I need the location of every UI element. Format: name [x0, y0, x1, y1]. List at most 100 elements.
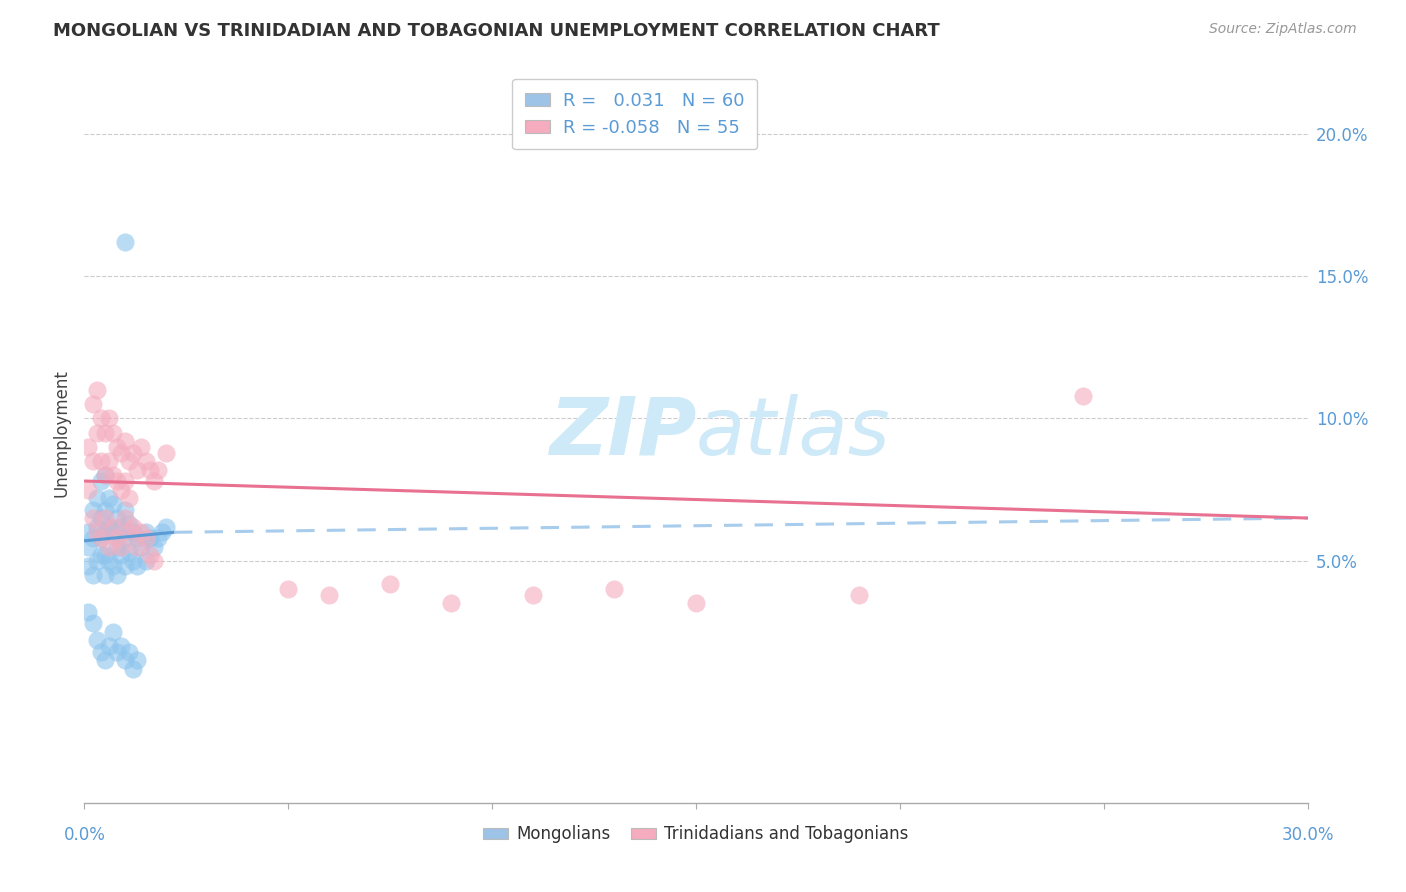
Point — [93, 425, 115, 440]
Point — [131, 525, 153, 540]
Point — [146, 531, 169, 545]
Point — [122, 519, 145, 533]
Point — [86, 525, 108, 540]
Point — [122, 525, 145, 540]
Point — [114, 434, 136, 449]
Point — [93, 568, 115, 582]
Point — [522, 588, 544, 602]
Point — [848, 588, 870, 602]
Point — [114, 559, 136, 574]
Text: ZIP: ZIP — [548, 393, 696, 472]
Point — [86, 554, 108, 568]
Point — [97, 454, 120, 468]
Point — [138, 531, 160, 545]
Point — [127, 653, 149, 667]
Point — [118, 545, 141, 559]
Point — [97, 540, 120, 554]
Point — [101, 425, 124, 440]
Text: 30.0%: 30.0% — [1281, 826, 1334, 844]
Point — [90, 474, 112, 488]
Point — [82, 502, 104, 516]
Point — [97, 554, 120, 568]
Point — [1073, 389, 1095, 403]
Point — [114, 235, 136, 249]
Point — [77, 525, 100, 540]
Point — [105, 440, 128, 454]
Point — [93, 548, 115, 562]
Point — [86, 519, 108, 533]
Point — [122, 445, 145, 459]
Point — [146, 462, 169, 476]
Point — [105, 645, 128, 659]
Point — [101, 497, 124, 511]
Point — [155, 519, 177, 533]
Legend: Mongolians, Trinidadians and Tobagonians: Mongolians, Trinidadians and Tobagonians — [477, 819, 915, 850]
Point — [110, 548, 132, 562]
Point — [90, 645, 112, 659]
Point — [93, 468, 115, 483]
Point — [82, 454, 104, 468]
Point — [86, 383, 108, 397]
Point — [318, 588, 340, 602]
Point — [131, 540, 153, 554]
Point — [135, 525, 157, 540]
Point — [90, 548, 112, 562]
Point — [142, 540, 165, 554]
Point — [105, 540, 128, 554]
Point — [135, 531, 157, 545]
Point — [93, 525, 115, 540]
Point — [118, 491, 141, 505]
Point — [90, 511, 112, 525]
Point — [77, 605, 100, 619]
Point — [105, 511, 128, 525]
Point — [135, 554, 157, 568]
Point — [82, 568, 104, 582]
Point — [77, 483, 100, 497]
Point — [127, 462, 149, 476]
Point — [82, 616, 104, 631]
Point — [86, 633, 108, 648]
Point — [101, 519, 124, 533]
Point — [110, 445, 132, 459]
Point — [127, 559, 149, 574]
Point — [97, 639, 120, 653]
Point — [277, 582, 299, 597]
Y-axis label: Unemployment: Unemployment — [52, 368, 70, 497]
Point — [93, 468, 115, 483]
Point — [97, 411, 120, 425]
Point — [122, 554, 145, 568]
Point — [101, 559, 124, 574]
Point — [150, 525, 173, 540]
Point — [90, 454, 112, 468]
Point — [101, 624, 124, 639]
Point — [105, 474, 128, 488]
Point — [90, 531, 112, 545]
Point — [138, 462, 160, 476]
Point — [138, 548, 160, 562]
Point — [110, 540, 132, 554]
Point — [110, 639, 132, 653]
Point — [118, 454, 141, 468]
Point — [86, 425, 108, 440]
Point — [135, 454, 157, 468]
Point — [603, 582, 626, 597]
Point — [97, 519, 120, 533]
Point — [118, 645, 141, 659]
Point — [93, 502, 115, 516]
Point — [105, 568, 128, 582]
Point — [131, 440, 153, 454]
Point — [114, 502, 136, 516]
Point — [90, 531, 112, 545]
Point — [97, 491, 120, 505]
Point — [114, 511, 136, 525]
Point — [90, 411, 112, 425]
Point — [118, 525, 141, 540]
Text: Source: ZipAtlas.com: Source: ZipAtlas.com — [1209, 22, 1357, 37]
Point — [114, 474, 136, 488]
Point — [155, 445, 177, 459]
Point — [82, 511, 104, 525]
Text: 0.0%: 0.0% — [63, 826, 105, 844]
Point — [93, 511, 115, 525]
Point — [110, 519, 132, 533]
Point — [114, 531, 136, 545]
